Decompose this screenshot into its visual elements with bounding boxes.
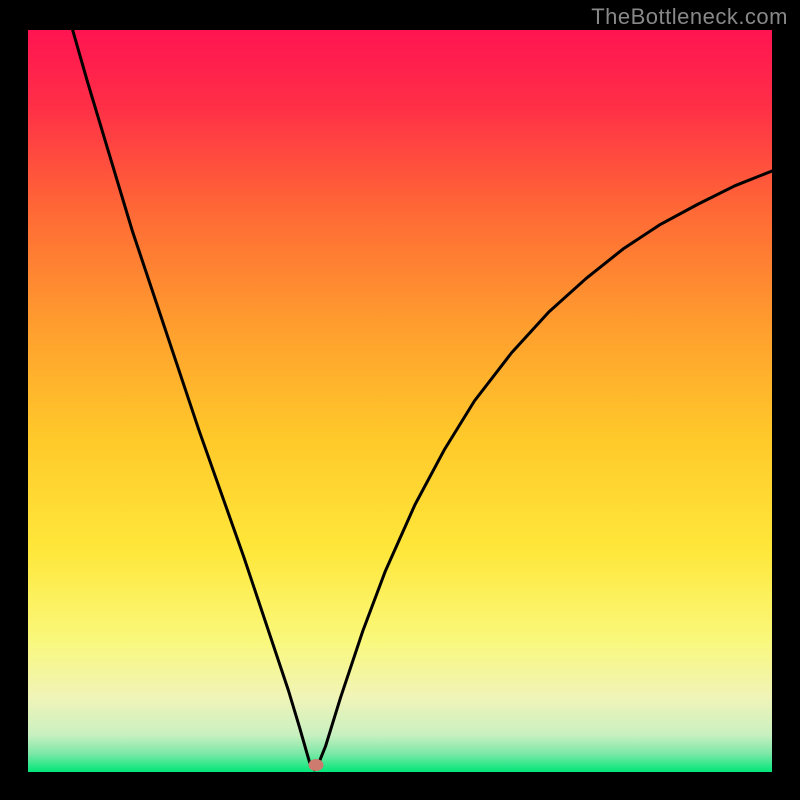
watermark-text: TheBottleneck.com [591, 4, 788, 30]
plot-area [28, 30, 772, 772]
optimum-marker [308, 759, 323, 771]
bottleneck-curve [28, 30, 772, 772]
